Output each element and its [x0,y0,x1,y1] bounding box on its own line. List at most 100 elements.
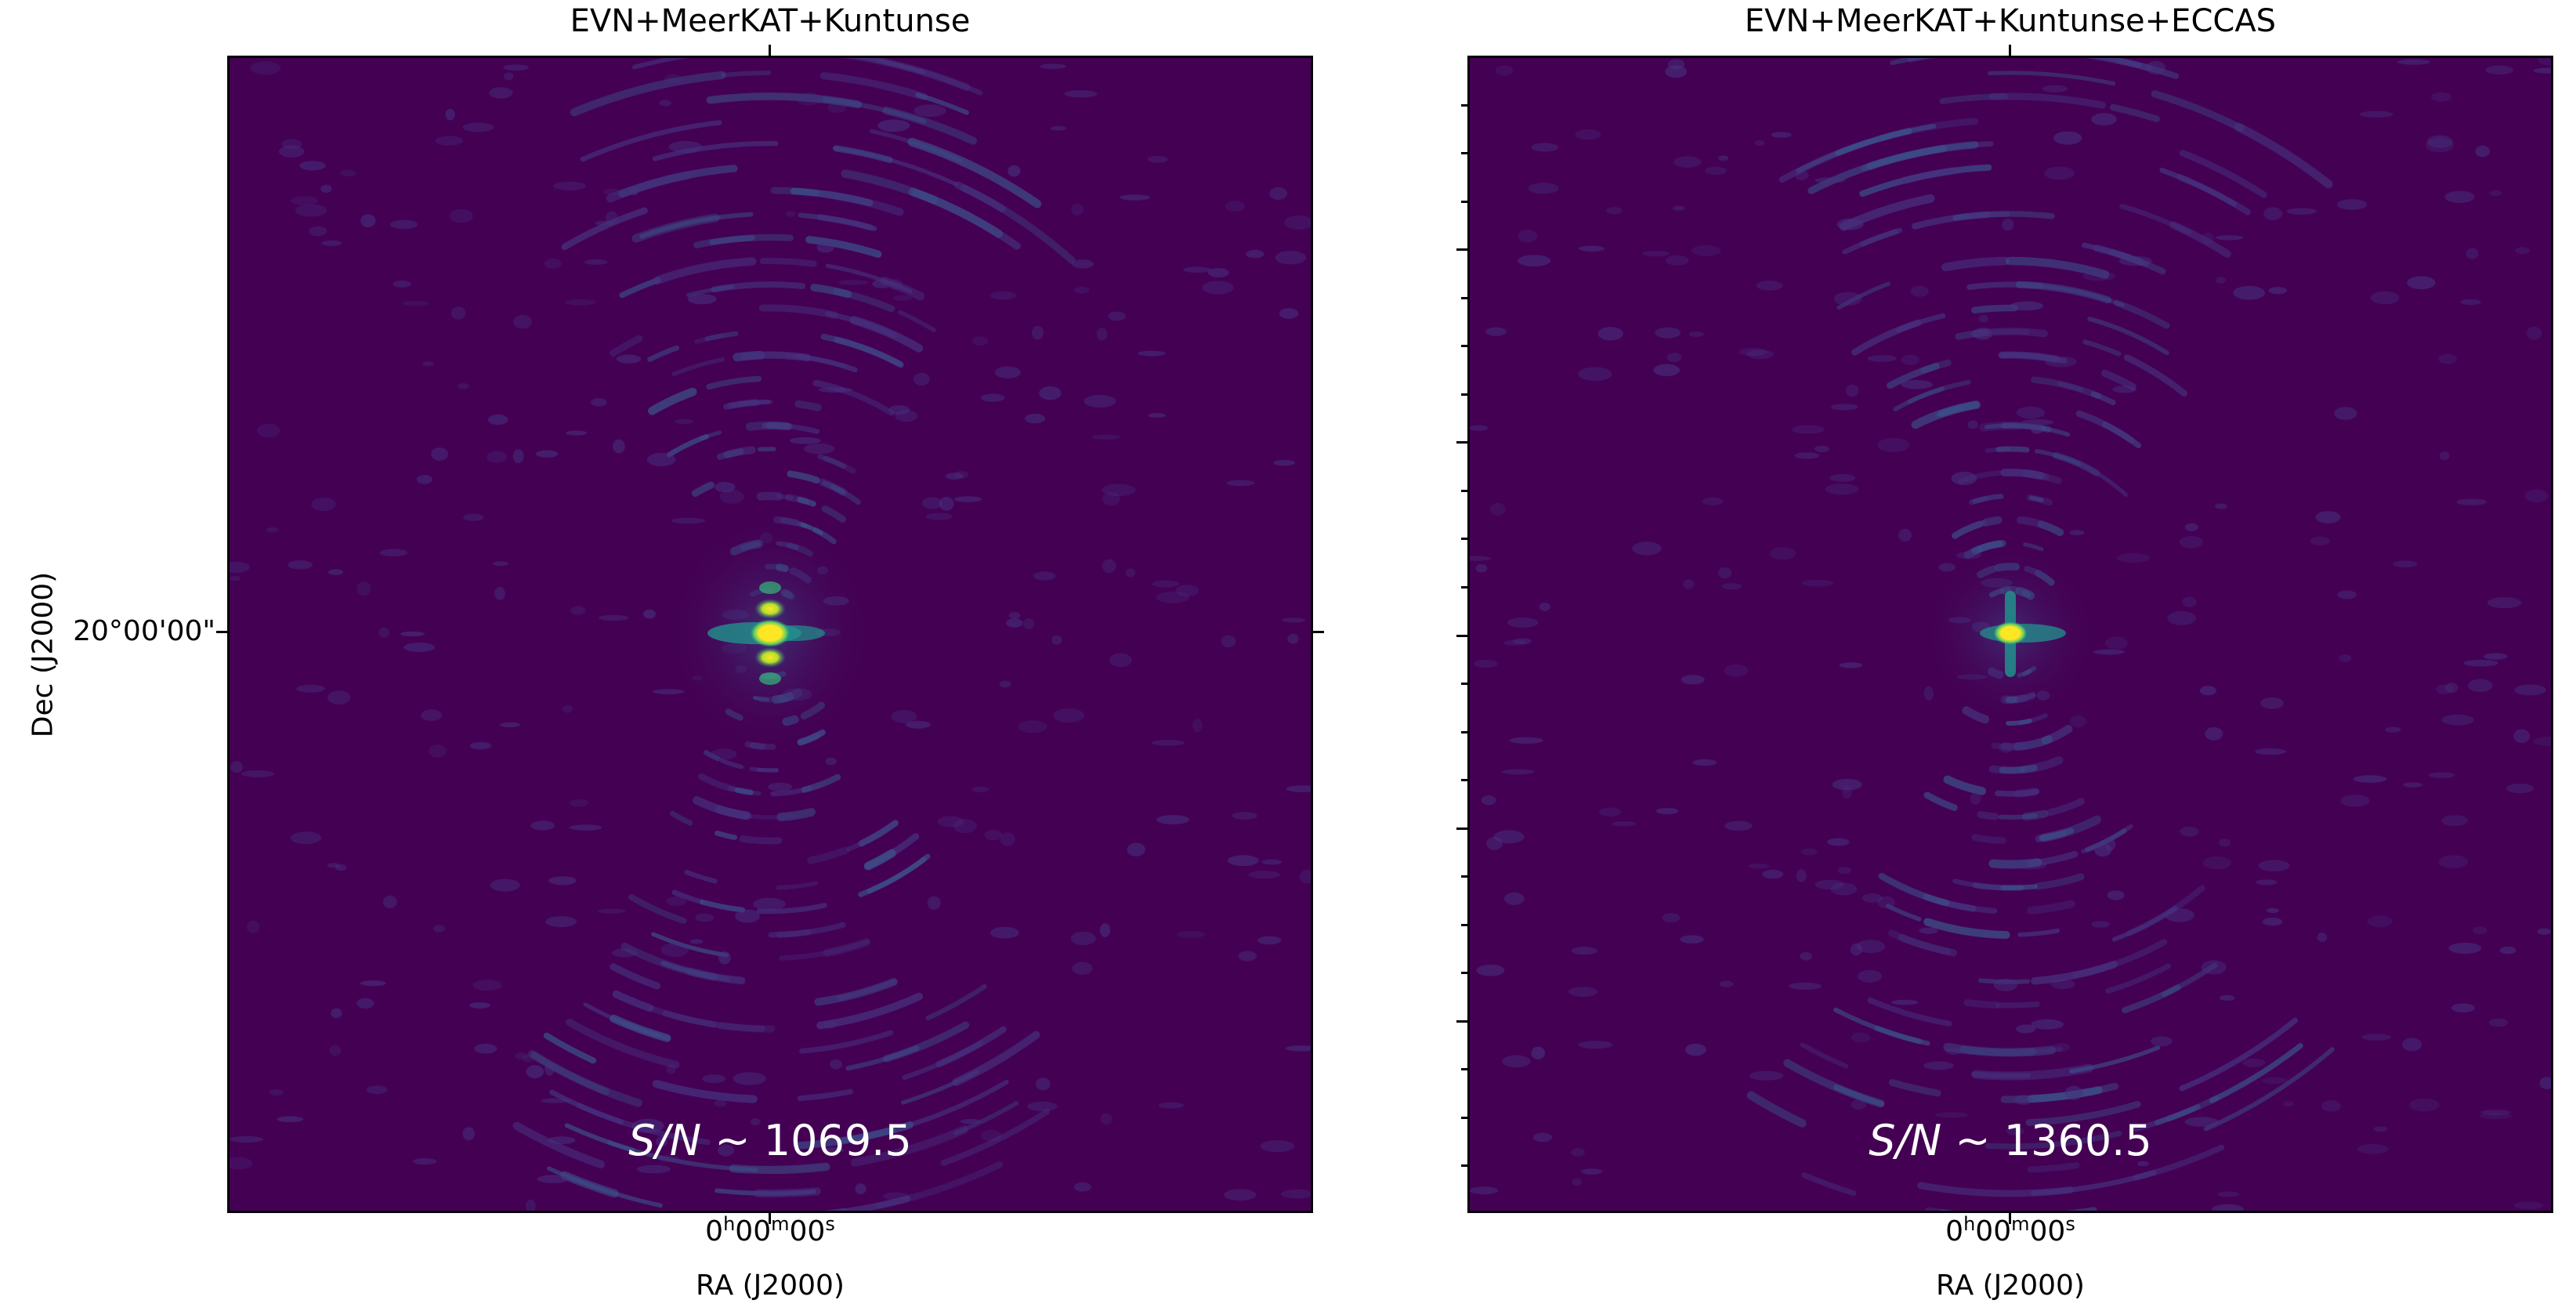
noise-blob [1100,1113,1113,1125]
noise-blob [1513,638,1532,645]
noise-blob [1202,281,1234,295]
noise-blob [1074,286,1090,294]
panel-2-top-tick [2009,45,2011,56]
noise-blob [1152,580,1180,588]
noise-blob [2489,1018,2508,1027]
noise-blob [1877,896,1896,909]
noise-blob [320,184,332,193]
sidelobe-arc [1943,1042,2056,1057]
noise-blob [1923,686,1934,701]
noise-blob [1156,591,1190,603]
sidelobe-arc [797,497,816,507]
sidelobe-arc [816,992,924,1030]
noise-blob [2219,838,2231,847]
noise-blob [1248,871,1280,879]
noise-blob [457,383,469,389]
noise-blob [541,1098,570,1103]
noise-blob [331,1008,342,1019]
noise-blob [2118,255,2152,266]
sidelobe-arc [1833,1085,1885,1107]
noise-blob [613,439,625,454]
sidelobe-arc [2039,828,2075,842]
noise-blob [2444,683,2458,694]
noise-blob [500,722,520,728]
panel-1-ra-tick-label: 0h00m00s [705,1213,835,1248]
sidelobe-arc [796,1121,914,1150]
noise-blob [1719,980,1734,987]
noise-blob [1528,183,1559,194]
noise-blob [671,517,705,524]
noise-blob [2052,1043,2070,1052]
sidelobe-arc [734,787,754,795]
noise-blob [2334,407,2357,420]
noise-blob [1177,931,1205,938]
sidelobe-arc [711,281,805,293]
noise-blob [356,998,374,1009]
noise-blob [230,1157,253,1170]
noise-blob [2537,58,2551,66]
sidelobe-arc [610,1014,671,1042]
noise-blob [2357,1143,2389,1154]
noise-blob [1192,719,1203,733]
noise-blob [631,1118,664,1133]
noise-blob [2112,386,2136,393]
noise-blob [2485,65,2513,74]
noise-blob [659,100,671,107]
noise-blob [535,450,559,458]
noise-blob [400,631,425,637]
sidelobe-arc [1887,363,1940,389]
noise-blob [1579,245,1605,252]
sidelobe-arc [662,1010,718,1028]
noise-blob [1572,1178,1582,1186]
noise-blob [2256,879,2278,885]
noise-blob [1518,229,1538,243]
noise-blob [1495,65,1514,76]
noise-blob [664,74,682,85]
noise-blob [1934,1112,1969,1118]
noise-blob [1691,244,1721,256]
sidelobe-arc [648,387,697,415]
sidelobe-arc [647,345,679,362]
noise-blob [402,301,429,306]
sidelobe-arc [907,137,1042,208]
sidelobe-arc [1941,256,2010,272]
noise-blob [429,744,447,758]
noise-blob [816,242,834,253]
sidelobe-arc [628,894,687,924]
noise-blob [750,1118,761,1126]
dec-minor-tick [1456,248,1467,251]
sidelobe-arc [823,96,927,125]
noise-blob [1285,1045,1311,1052]
noise-blob [1284,215,1311,230]
noise-blob [2093,649,2126,655]
noise-blob [1830,882,1858,896]
noise-blob [1858,969,1883,983]
noise-blob [2526,327,2542,340]
noise-blob [1148,413,1166,418]
noise-blob [2373,1126,2388,1132]
sidelobe-arc [561,207,648,251]
sidelobe-arc [528,1049,642,1107]
sidelobe-arc [2022,809,2049,820]
noise-blob [2515,247,2530,254]
noise-blob [2082,271,2116,281]
noise-blob [994,366,1021,378]
noise-blob [718,1144,734,1157]
sidelobe-arc [1969,495,1989,505]
noise-blob [266,527,279,533]
noise-blob [2448,943,2482,954]
sidelobe-arc [2017,516,2043,528]
dec-minor-tick [1461,201,1467,203]
dec-axis-label: Dec (J2000) [27,571,60,738]
sidelobe-arc [1998,813,2038,820]
noise-blob [629,187,639,196]
sidelobe-arc [1783,1059,1885,1108]
sidelobe-arc [1901,167,1958,184]
noise-blob [2475,145,2490,158]
noise-blob [1890,999,1919,1005]
noise-blob [1814,445,1829,452]
noise-blob [2215,503,2227,509]
noise-blob [1978,314,1988,323]
sidelobe-arc [776,929,812,938]
noise-blob [2042,85,2068,92]
